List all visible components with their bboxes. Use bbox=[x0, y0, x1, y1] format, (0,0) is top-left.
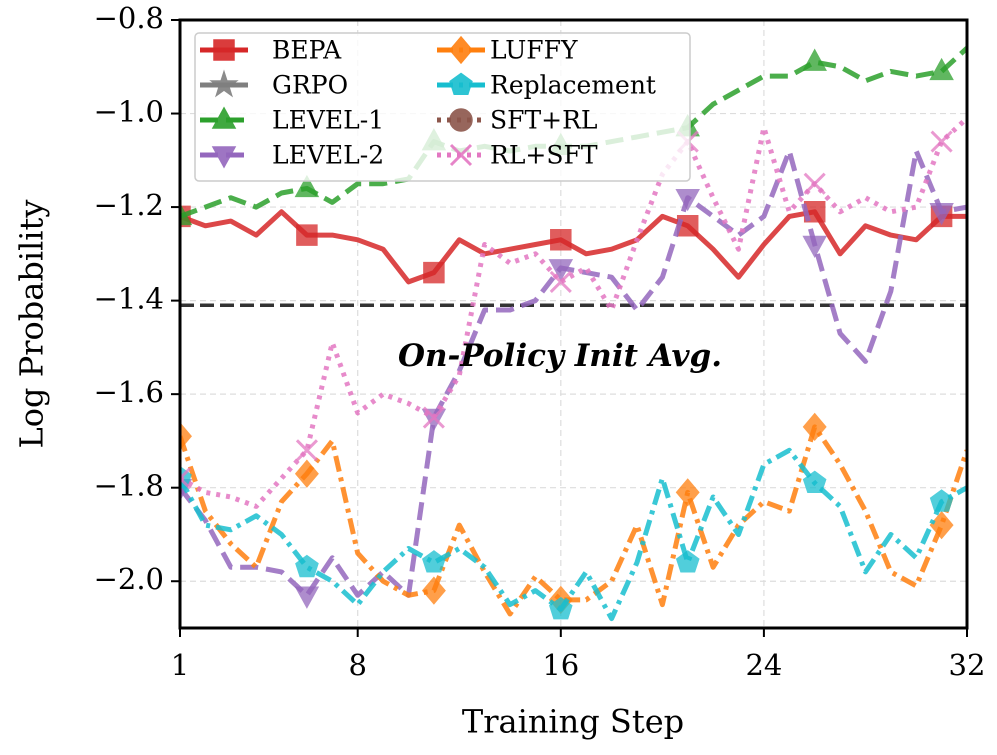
marker bbox=[550, 229, 572, 251]
legend-label: LEVEL-1 bbox=[272, 106, 384, 135]
marker bbox=[180, 467, 192, 490]
axes-frame bbox=[178, 18, 969, 630]
marker bbox=[802, 470, 827, 494]
x-tick-label: 24 bbox=[745, 648, 782, 682]
marker bbox=[296, 224, 318, 246]
marker bbox=[802, 235, 827, 259]
y-tick-label: −2.0 bbox=[94, 562, 164, 596]
x-tick-label: 32 bbox=[949, 648, 986, 682]
marker bbox=[929, 489, 954, 512]
legend: BEPA GRPO LEVEL-1 LEVEL-2 LUFFY Replacement SF… bbox=[194, 32, 691, 182]
legend-label: GRPO bbox=[272, 71, 348, 100]
marker bbox=[423, 261, 445, 284]
marker bbox=[930, 130, 953, 153]
marker bbox=[295, 439, 318, 462]
annotation: On-Policy Init Avg. bbox=[398, 338, 722, 374]
series-line bbox=[180, 116, 967, 509]
x-tick-label: 16 bbox=[542, 648, 579, 682]
marker bbox=[449, 108, 473, 132]
marker bbox=[929, 203, 954, 226]
legend-label: BEPA bbox=[272, 36, 342, 65]
marker bbox=[211, 106, 237, 129]
x-tick-label: 8 bbox=[348, 648, 366, 682]
marker bbox=[180, 422, 192, 451]
y-tick-label: −1.8 bbox=[94, 469, 164, 503]
marker bbox=[675, 188, 700, 212]
marker bbox=[802, 48, 827, 71]
marker bbox=[449, 35, 473, 65]
marker bbox=[803, 172, 826, 195]
marker bbox=[294, 459, 319, 488]
marker bbox=[213, 39, 235, 61]
marker bbox=[180, 202, 193, 226]
marker bbox=[548, 259, 574, 282]
axes: −2.0 −1.8 −1.6 −1.4 −1.2 −1.0 −0.8 1 8 16 24 32 On-P… bbox=[94, 1, 986, 682]
marker bbox=[449, 143, 473, 167]
marker bbox=[422, 550, 446, 573]
marker bbox=[675, 550, 700, 573]
marker bbox=[294, 586, 320, 609]
marker bbox=[421, 576, 446, 605]
x-axis-label: Training Step bbox=[462, 703, 684, 741]
legend-label: LEVEL-2 bbox=[272, 141, 384, 170]
marker bbox=[929, 510, 954, 540]
x-tick-label: 1 bbox=[171, 648, 189, 682]
marker bbox=[929, 57, 954, 81]
y-tick-label: −1.4 bbox=[94, 282, 164, 316]
marker bbox=[802, 412, 827, 442]
marker bbox=[449, 72, 473, 96]
legend-label: SFT+RL bbox=[490, 106, 598, 135]
marker bbox=[549, 596, 573, 620]
marker bbox=[549, 270, 572, 293]
y-axis-label: Log Probability bbox=[13, 200, 51, 449]
marker bbox=[294, 174, 320, 198]
y-tick-label: −1.0 bbox=[94, 95, 164, 129]
marker bbox=[422, 406, 445, 429]
y-tick-label: −1.6 bbox=[94, 375, 164, 409]
legend-label: LUFFY bbox=[490, 36, 578, 65]
marker bbox=[211, 146, 237, 169]
marker bbox=[675, 478, 700, 507]
y-tick-label: −1.2 bbox=[94, 188, 164, 222]
legend-label: Replacement bbox=[490, 71, 656, 100]
y-tick-label: −0.8 bbox=[94, 1, 164, 35]
marker bbox=[295, 554, 319, 578]
marker bbox=[209, 69, 239, 98]
legend-label: RL+SFT bbox=[490, 141, 598, 170]
legend-box bbox=[194, 32, 691, 182]
